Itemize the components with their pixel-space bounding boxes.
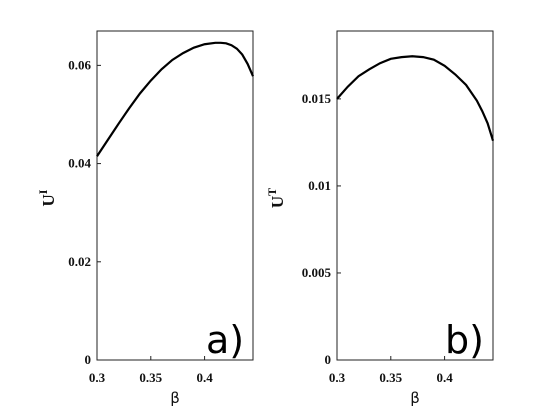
panel-a-label: a) xyxy=(206,318,244,362)
panel-b-x-tick-label: 0.35 xyxy=(379,370,402,385)
panel-b-y-axis-label: UT xyxy=(265,188,287,208)
panel-a-x-tick-label: 0.35 xyxy=(139,370,162,385)
svg-text:UT: UT xyxy=(265,188,287,208)
panel-b-ylabel-base: U xyxy=(268,196,287,208)
panel-b-y-tick-label: 0 xyxy=(325,352,332,367)
panel-a-y-tick-label: 0 xyxy=(85,352,92,367)
panel-a-ylabel-sup: I xyxy=(36,189,50,194)
panel-b-y-tick-label: 0.015 xyxy=(302,91,332,106)
panel-a-frame xyxy=(96,30,254,361)
panel-a: 0.3 0.35 0.4 0 0.02 0.04 0.06 a) UI β xyxy=(36,30,255,407)
panel-b-gridless-ticks: 0.3 0.35 0.4 0 0.005 0.01 0.015 xyxy=(302,91,453,385)
panel-a-y-tick-label: 0.02 xyxy=(68,254,91,269)
panel-a-curve xyxy=(96,41,255,157)
svg-text:UI: UI xyxy=(36,189,58,206)
panel-b-x-tick-label: 0.4 xyxy=(436,370,453,385)
panel-b-curve xyxy=(336,55,495,141)
panel-b: 0.3 0.35 0.4 0 0.005 0.01 0.015 b) UT β xyxy=(265,30,495,407)
panel-b-ylabel-sup: T xyxy=(265,188,279,196)
panel-b-x-tick-label: 0.3 xyxy=(329,370,346,385)
panel-a-x-tick-label: 0.3 xyxy=(89,370,106,385)
panel-a-ylabel-base: U xyxy=(39,194,58,206)
panel-b-y-tick-label: 0.005 xyxy=(302,265,332,280)
panel-a-y-axis-label: UI xyxy=(36,189,58,206)
panel-b-y-tick-label: 0.01 xyxy=(308,178,331,193)
panel-a-x-axis-label: β xyxy=(170,389,180,407)
panel-a-gridless-ticks: 0.3 0.35 0.4 0 0.02 0.04 0.06 xyxy=(68,57,213,385)
panel-a-x-tick-label: 0.4 xyxy=(196,370,213,385)
panel-a-y-tick-label: 0.04 xyxy=(68,156,91,171)
panel-a-y-tick-label: 0.06 xyxy=(68,57,91,72)
panel-b-x-axis-label: β xyxy=(410,389,420,407)
panel-b-label: b) xyxy=(445,318,484,362)
panel-b-frame xyxy=(336,30,494,361)
